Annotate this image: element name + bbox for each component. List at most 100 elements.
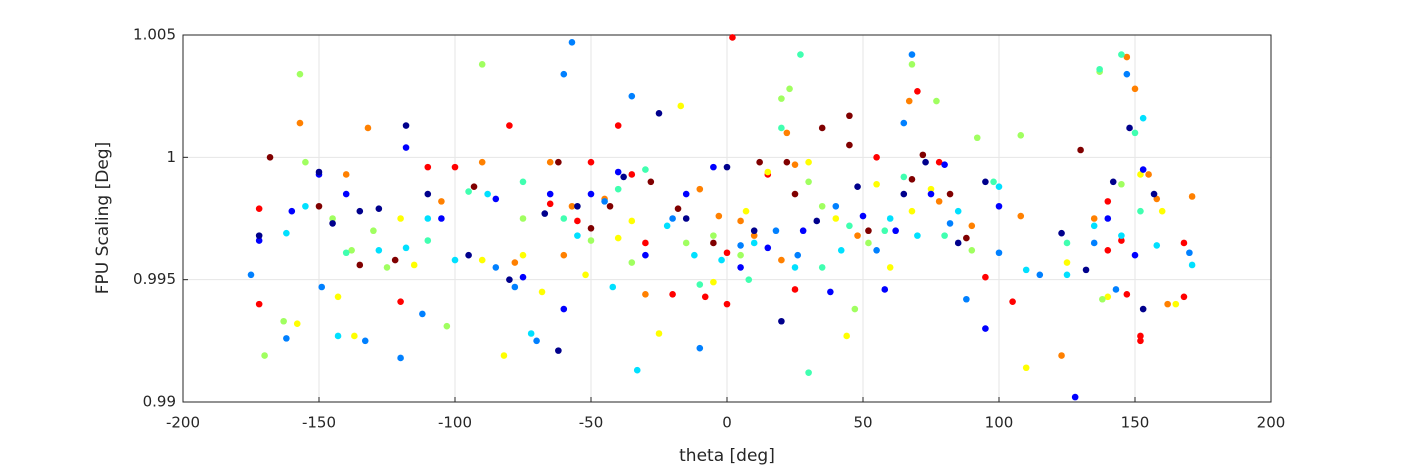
point bbox=[818, 202, 826, 210]
point bbox=[995, 183, 1003, 190]
point bbox=[954, 239, 962, 247]
point bbox=[628, 259, 636, 266]
point bbox=[587, 224, 595, 232]
point bbox=[900, 190, 908, 198]
point bbox=[1131, 251, 1139, 259]
point bbox=[933, 97, 940, 105]
point bbox=[854, 232, 861, 239]
point bbox=[813, 217, 821, 225]
point bbox=[1104, 198, 1112, 205]
point bbox=[865, 239, 872, 247]
point bbox=[1139, 166, 1147, 173]
point bbox=[1063, 259, 1071, 266]
point bbox=[990, 178, 997, 186]
point bbox=[655, 109, 663, 117]
point bbox=[669, 215, 676, 222]
point bbox=[1158, 207, 1166, 215]
point bbox=[451, 256, 459, 264]
point bbox=[1058, 352, 1065, 359]
point bbox=[818, 264, 826, 271]
point bbox=[334, 332, 342, 340]
point bbox=[873, 247, 880, 254]
point bbox=[729, 34, 736, 41]
point bbox=[1077, 146, 1084, 154]
point bbox=[723, 163, 731, 171]
point bbox=[750, 227, 758, 235]
point bbox=[663, 222, 671, 230]
point bbox=[255, 237, 263, 244]
point bbox=[715, 212, 723, 220]
point bbox=[1180, 239, 1188, 247]
point bbox=[1022, 266, 1030, 274]
point bbox=[954, 207, 962, 215]
y-axis-label: FPU Scaling [Deg] bbox=[93, 142, 113, 294]
point bbox=[908, 207, 916, 215]
y-tick-label: 1 bbox=[166, 148, 176, 166]
point bbox=[718, 256, 725, 264]
point bbox=[351, 332, 358, 340]
point bbox=[914, 87, 921, 95]
point bbox=[1131, 85, 1139, 93]
point bbox=[805, 158, 812, 166]
point bbox=[560, 215, 568, 222]
point bbox=[1022, 364, 1030, 372]
point bbox=[941, 232, 948, 239]
point bbox=[710, 278, 717, 286]
point bbox=[424, 190, 432, 198]
x-tick-label: 50 bbox=[853, 414, 872, 432]
point bbox=[797, 51, 804, 58]
point bbox=[783, 158, 791, 166]
point bbox=[1139, 114, 1147, 122]
point bbox=[900, 173, 908, 181]
point bbox=[614, 234, 622, 242]
point bbox=[1112, 286, 1120, 293]
point bbox=[1109, 178, 1117, 186]
point bbox=[1063, 271, 1071, 279]
point bbox=[288, 207, 296, 215]
point bbox=[647, 178, 655, 186]
point bbox=[397, 354, 404, 362]
point bbox=[361, 337, 369, 345]
point bbox=[764, 168, 772, 176]
point bbox=[329, 215, 336, 222]
point bbox=[843, 332, 850, 340]
point bbox=[791, 264, 799, 271]
point bbox=[756, 158, 763, 166]
point bbox=[364, 124, 372, 132]
point bbox=[606, 202, 614, 210]
point bbox=[375, 205, 383, 213]
point bbox=[628, 217, 636, 225]
point bbox=[318, 283, 326, 291]
point bbox=[1036, 271, 1044, 279]
point bbox=[587, 237, 595, 244]
point bbox=[519, 178, 527, 186]
point bbox=[1104, 215, 1112, 222]
point bbox=[908, 61, 916, 68]
point bbox=[1137, 171, 1144, 178]
point bbox=[302, 158, 309, 166]
x-tick-label: -50 bbox=[579, 414, 604, 432]
plot-frame bbox=[182, 34, 1272, 403]
point bbox=[745, 276, 753, 283]
point bbox=[574, 232, 581, 239]
point bbox=[1145, 171, 1152, 178]
point bbox=[750, 239, 758, 247]
point bbox=[492, 195, 500, 203]
x-tick-label: 100 bbox=[985, 414, 1014, 432]
point bbox=[533, 337, 540, 345]
point bbox=[1126, 124, 1133, 132]
point bbox=[881, 227, 889, 235]
point bbox=[1188, 261, 1196, 269]
point bbox=[1137, 207, 1144, 215]
point bbox=[1090, 215, 1098, 222]
point bbox=[764, 244, 772, 252]
point bbox=[832, 202, 840, 210]
point bbox=[1150, 190, 1158, 198]
point bbox=[546, 158, 554, 166]
point bbox=[742, 207, 750, 215]
point bbox=[851, 305, 859, 313]
point bbox=[1172, 300, 1180, 308]
x-tick-label: 200 bbox=[1257, 414, 1286, 432]
x-axis-label: theta [deg] bbox=[679, 446, 775, 466]
point bbox=[696, 344, 704, 352]
